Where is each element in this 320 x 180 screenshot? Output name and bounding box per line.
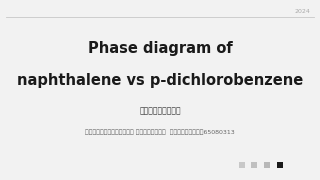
Text: 2024: 2024 xyxy=(294,9,310,14)
Text: นางสาวสุกัญญา คงเทื่อน  รหัสนิสิค65080313: นางสาวสุกัญญา คงเทื่อน รหัสนิสิค65080313 xyxy=(85,129,235,135)
Text: อัตรากำไร: อัตรากำไร xyxy=(139,106,181,115)
Text: naphthalene vs p-dichlorobenzene: naphthalene vs p-dichlorobenzene xyxy=(17,73,303,88)
Text: Phase diagram of: Phase diagram of xyxy=(88,41,232,56)
